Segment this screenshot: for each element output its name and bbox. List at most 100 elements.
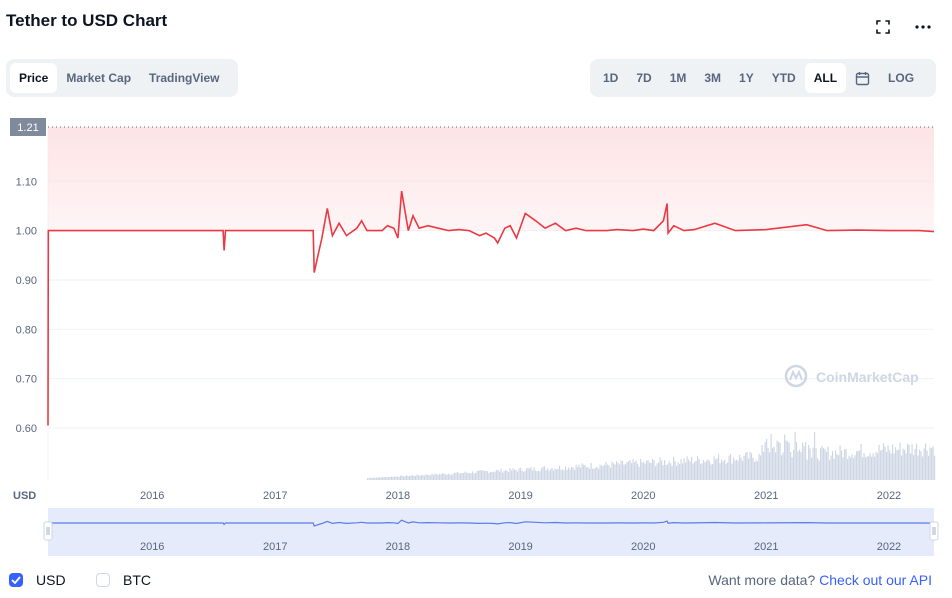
volume-bar (491, 471, 493, 480)
volume-bar (554, 468, 556, 480)
x-tick-label: 2018 (386, 490, 410, 502)
price-area-fill (48, 127, 934, 231)
tab-1m[interactable]: 1M (669, 71, 687, 85)
btc-checkbox[interactable] (96, 573, 110, 587)
volume-bar (887, 445, 889, 480)
tab-1y[interactable]: 1Y (739, 71, 754, 85)
tab-log[interactable]: LOG (888, 71, 915, 85)
volume-bar (863, 453, 865, 480)
volume-bar (801, 442, 804, 480)
tab-ytd[interactable]: YTD (771, 71, 796, 85)
more-options-icon[interactable] (914, 18, 932, 36)
volume-bar (681, 463, 684, 480)
volume-bar (467, 472, 469, 480)
volume-bar (453, 472, 456, 480)
volume-bar (779, 442, 781, 480)
calendar-icon[interactable] (846, 63, 879, 93)
tab-3m[interactable]: 3M (704, 71, 722, 85)
volume-bar (392, 476, 394, 480)
volume-bar (683, 458, 685, 480)
range-navigator[interactable]: 2016 2017 2018 2019 2020 2021 2022 (43, 508, 939, 556)
volume-bar (731, 463, 733, 480)
price-chart[interactable]: 1.101.000.900.800.700.60 2016 2017 2018 201… (0, 110, 952, 560)
volume-bar (582, 464, 585, 480)
volume-bar (626, 462, 628, 480)
y-tick-label: 1.00 (16, 226, 37, 238)
navigator-tick-label: 2022 (877, 541, 901, 553)
volume-bar (833, 458, 835, 480)
volume-bar (539, 471, 541, 480)
navigator-handle-left[interactable] (43, 521, 53, 541)
volume-bar (929, 447, 931, 480)
x-tick-label: 2019 (508, 490, 532, 502)
volume-bar (608, 465, 610, 480)
volume-bar (645, 460, 648, 480)
usd-checkbox[interactable] (9, 573, 23, 587)
volume-bar (644, 463, 646, 480)
volume-bar (759, 455, 762, 480)
volume-bar (483, 470, 486, 480)
volume-bar (533, 467, 535, 480)
volume-bar (722, 461, 724, 480)
volume-bar (711, 463, 714, 480)
volume-bar (875, 451, 877, 480)
volume-bar (813, 431, 816, 480)
tab-price[interactable]: Price (10, 63, 58, 93)
volume-bar (492, 472, 495, 480)
volume-bar (368, 477, 370, 480)
navigator-line (47, 519, 935, 537)
volume-bar (680, 459, 682, 480)
volume-bar (470, 473, 472, 480)
volume-bar (381, 477, 384, 480)
api-link[interactable]: Check out our API (819, 572, 932, 588)
volume-bar (921, 456, 924, 480)
current-price-badge (10, 118, 46, 136)
volume-bar (749, 451, 751, 480)
volume-bar (458, 473, 460, 480)
volume-bar (555, 469, 558, 480)
tab-1d[interactable]: 1D (603, 71, 619, 85)
volume-bar (471, 471, 474, 480)
volume-bar (765, 438, 768, 480)
volume-bar (527, 468, 529, 480)
volume-bar (516, 471, 519, 480)
volume-bar (588, 468, 591, 480)
volume-bar (893, 453, 895, 480)
volume-bar (743, 455, 745, 480)
volume-bar (567, 467, 570, 480)
volume-bar (927, 455, 930, 480)
volume-bar (849, 457, 852, 480)
volume-bar (653, 460, 655, 480)
volume-bar (503, 471, 505, 480)
volume-bar (684, 462, 687, 480)
navigator-handle-right[interactable] (929, 521, 939, 541)
volume-bar (620, 460, 622, 480)
volume-bar (776, 440, 778, 480)
volume-bar (456, 471, 459, 480)
tab-7d[interactable]: 7D (636, 71, 652, 85)
volume-bar (906, 443, 909, 480)
tab-all[interactable]: ALL (804, 63, 847, 93)
tab-tradingview[interactable]: TradingView (149, 71, 220, 85)
volume-bar (531, 470, 534, 480)
volume-bar (552, 470, 555, 480)
volume-bar (398, 476, 400, 480)
volume-bar (701, 463, 703, 480)
volume-bar (822, 448, 825, 480)
volume-bar (549, 469, 552, 480)
volume-bar (890, 453, 892, 480)
volume-bar (662, 465, 664, 480)
fullscreen-icon[interactable] (874, 18, 892, 36)
volume-bar (852, 458, 855, 480)
volume-bar (917, 455, 919, 480)
volume-bar (815, 448, 817, 480)
volume-bar (375, 477, 378, 480)
usd-toggle[interactable]: USD (9, 572, 66, 588)
volume-bar (795, 442, 798, 480)
volume-bar (741, 460, 744, 480)
btc-toggle[interactable]: BTC (96, 572, 151, 588)
volume-bar (437, 474, 439, 480)
tab-market-cap[interactable]: Market Cap (66, 71, 132, 85)
volume-bar (417, 475, 420, 480)
volume-bar (476, 471, 478, 480)
